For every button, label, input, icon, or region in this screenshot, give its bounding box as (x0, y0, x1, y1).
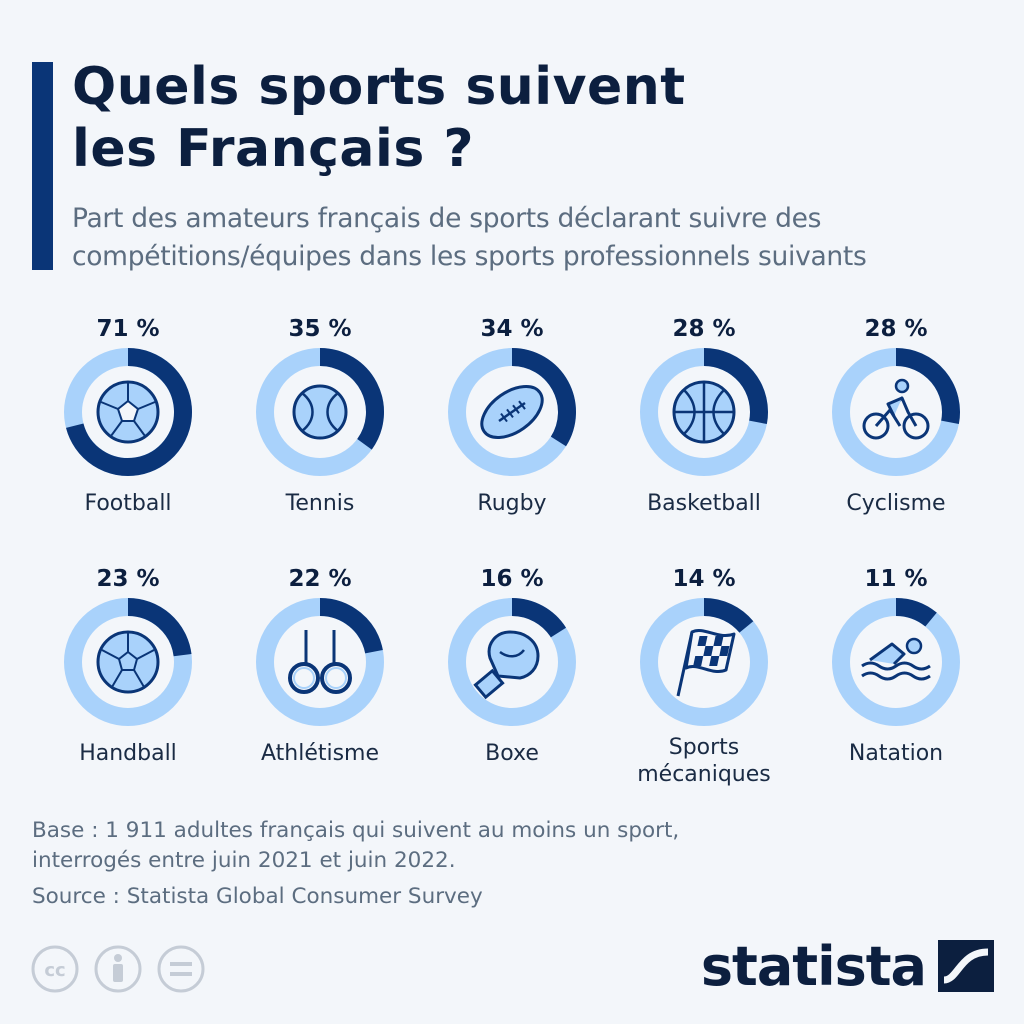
title-accent-bar (32, 62, 53, 270)
base-note-line-2: interrogés entre juin 2021 et juin 2022. (32, 848, 456, 873)
value-label-cyclisme: 28 % (864, 316, 927, 342)
logo-text: statista (700, 934, 927, 998)
cc-icon[interactable]: cc (31, 945, 79, 993)
category-label-basketball: Basketball (647, 491, 761, 516)
tennis-ball-icon (292, 384, 348, 440)
value-label-basketball: 28 % (672, 316, 735, 342)
donut-handball: 23 % Handball (64, 566, 192, 766)
category-label-handball: Handball (79, 741, 177, 766)
boxing-glove-icon (473, 630, 540, 700)
title-line-2: les Français ? (72, 119, 475, 179)
title-line-1: Quels sports suivent (72, 57, 686, 117)
licence-icons[interactable]: cc (30, 944, 210, 994)
category-label-boxe: Boxe (485, 741, 539, 766)
subtitle-line-2: compétitions/équipes dans les sports pro… (72, 241, 867, 272)
checkered-flag-icon (676, 629, 736, 697)
category-label-tennis: Tennis (285, 491, 355, 516)
donut-cyclisme: 28 % Cyclisme (832, 316, 960, 516)
chart-svg: 71 % Football 35 % Tennis 34 % Rugby 28 % Baske… (64, 316, 960, 787)
soccer-ball-icon (96, 380, 160, 444)
ring-arc-sports-m-caniques (703, 598, 754, 634)
ring-arc-boxe (511, 598, 567, 638)
statista-logo[interactable]: statista (701, 934, 994, 998)
gymnastic-rings-icon (288, 630, 352, 694)
ring-arc-rugby (511, 348, 576, 447)
donut-boxe: 16 % Boxe (448, 566, 576, 766)
category-label-athl-tisme: Athlétisme (261, 741, 379, 766)
chart-title: Quels sports suivent les Français ? (72, 56, 972, 180)
value-label-sports-m-caniques: 14 % (672, 566, 735, 592)
donut-rugby: 34 % Rugby (448, 316, 576, 516)
chart-subtitle: Part des amateurs français de sports déc… (72, 200, 1017, 276)
swimmer-icon (861, 637, 931, 681)
cyclist-icon (862, 378, 930, 440)
category-label-rugby: Rugby (477, 491, 546, 516)
statista-logo-mark-icon (938, 940, 994, 992)
source-note: Source : Statista Global Consumer Survey (32, 884, 483, 909)
donut-natation: 11 % Natation (832, 566, 960, 766)
value-label-rugby: 34 % (480, 316, 543, 342)
value-label-handball: 23 % (96, 566, 159, 592)
ring-arc-football (66, 348, 192, 476)
ring-arc-handball (127, 598, 192, 657)
donut-chart-grid: 71 % Football 35 % Tennis 34 % Rugby 28 % Baske… (0, 300, 1024, 800)
category-label-natation: Natation (849, 741, 943, 766)
category-label-cyclisme: Cyclisme (846, 491, 945, 516)
footnote: Base : 1 911 adultes français qui suiven… (32, 816, 932, 912)
no-derivatives-icon[interactable] (157, 945, 205, 993)
donut-football: 71 % Football (64, 316, 192, 516)
value-label-tennis: 35 % (288, 316, 351, 342)
category-label-sports-m-caniques: mécaniques (637, 762, 771, 787)
donut-athl-tisme: 22 % Athlétisme (256, 566, 384, 766)
donut-basketball: 28 % Basketball (640, 316, 768, 516)
ring-arc-tennis (319, 348, 384, 450)
svg-text:cc: cc (44, 960, 65, 981)
base-note-line-1: Base : 1 911 adultes français qui suiven… (32, 818, 680, 843)
donut-tennis: 35 % Tennis (256, 316, 384, 516)
basketball-icon (672, 380, 736, 444)
ring-arc-athl-tisme (319, 598, 383, 654)
ring-arc-basketball (703, 348, 768, 424)
value-label-athl-tisme: 22 % (288, 566, 351, 592)
value-label-boxe: 16 % (480, 566, 543, 592)
rugby-ball-icon (480, 385, 544, 439)
subtitle-line-1: Part des amateurs français de sports déc… (72, 203, 822, 234)
category-label-sports-m-caniques: Sports (669, 735, 740, 760)
attribution-icon[interactable] (94, 945, 142, 993)
ring-arc-cyclisme (895, 348, 960, 424)
handball-icon (96, 630, 160, 694)
category-label-football: Football (84, 491, 171, 516)
value-label-natation: 11 % (864, 566, 927, 592)
ring-arc-natation (895, 598, 937, 627)
value-label-football: 71 % (96, 316, 159, 342)
